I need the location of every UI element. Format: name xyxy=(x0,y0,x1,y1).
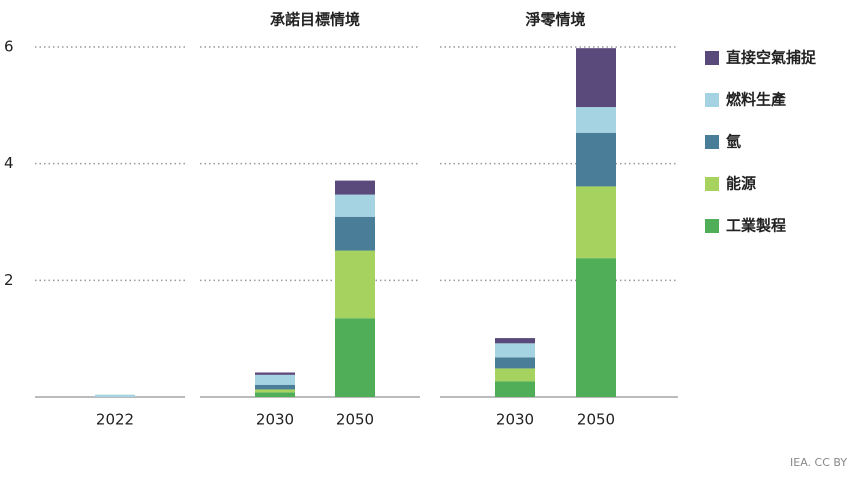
source-note: IEA. CC BY xyxy=(790,456,847,469)
bar-segment xyxy=(255,384,295,390)
bar-segment xyxy=(576,186,616,259)
bar-segment xyxy=(95,394,135,397)
panel-title: 淨零情境 xyxy=(525,11,585,29)
bar-segment xyxy=(335,216,375,251)
legend-label: 工業製程 xyxy=(726,217,786,235)
legend-swatch xyxy=(705,219,719,233)
y-tick-label: 2 xyxy=(4,271,14,289)
x-tick-label: 2022 xyxy=(96,411,134,429)
x-tick-label: 2050 xyxy=(577,411,615,429)
panel-title: 承諾目標情境 xyxy=(270,11,360,29)
bar-segment xyxy=(255,392,295,397)
legend-label: 氫 xyxy=(726,133,741,151)
y-tick-label: 4 xyxy=(4,154,14,172)
legend-swatch xyxy=(705,177,719,191)
bar-segment xyxy=(335,250,375,319)
legend-swatch xyxy=(705,93,719,107)
y-tick-label: 6 xyxy=(4,38,14,56)
x-tick-label: 2030 xyxy=(496,411,534,429)
legend-swatch xyxy=(705,135,719,149)
bar-segment xyxy=(495,381,535,397)
bar-segment xyxy=(495,368,535,382)
bar-segment xyxy=(576,107,616,133)
legend-label: 能源 xyxy=(726,175,756,193)
bar-segment xyxy=(335,194,375,217)
x-tick-label: 2030 xyxy=(256,411,294,429)
legend-label: 直接空氣捕捉 xyxy=(726,49,817,67)
legend-swatch xyxy=(705,51,719,65)
bar-segment xyxy=(495,338,535,344)
bar-segment xyxy=(576,132,616,187)
bar-segment xyxy=(335,180,375,195)
bar-segment xyxy=(495,357,535,369)
bar-segment xyxy=(495,343,535,358)
bar-segment xyxy=(255,389,295,393)
bar-segment xyxy=(255,372,295,375)
bar-segment xyxy=(576,258,616,397)
bar-segment xyxy=(335,318,375,397)
legend-label: 燃料生產 xyxy=(726,91,786,109)
x-tick-label: 2050 xyxy=(336,411,374,429)
bar-segment xyxy=(255,374,295,385)
bar-segment xyxy=(576,48,616,108)
